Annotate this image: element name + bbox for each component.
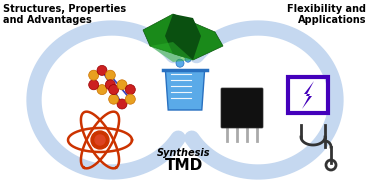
Circle shape [89, 80, 99, 90]
Circle shape [105, 70, 115, 80]
Text: Flexibility and: Flexibility and [287, 4, 366, 14]
Text: TMD: TMD [165, 158, 203, 173]
Circle shape [91, 131, 109, 149]
Circle shape [97, 65, 107, 75]
Circle shape [117, 99, 127, 109]
Circle shape [109, 94, 119, 104]
Circle shape [117, 80, 127, 90]
Polygon shape [165, 70, 204, 110]
Circle shape [89, 70, 99, 80]
Polygon shape [143, 14, 223, 60]
Circle shape [109, 85, 119, 95]
Ellipse shape [56, 48, 168, 152]
Text: Applications: Applications [297, 15, 366, 25]
Ellipse shape [202, 48, 314, 152]
Circle shape [125, 94, 135, 104]
Circle shape [105, 80, 115, 90]
Circle shape [180, 51, 186, 57]
Circle shape [97, 85, 107, 95]
Polygon shape [150, 42, 193, 62]
Text: Structures, Properties: Structures, Properties [3, 4, 126, 14]
Circle shape [125, 85, 135, 95]
Circle shape [185, 56, 191, 62]
FancyBboxPatch shape [221, 88, 263, 128]
Circle shape [95, 135, 105, 145]
Polygon shape [165, 14, 201, 60]
Polygon shape [302, 81, 314, 109]
Circle shape [176, 59, 184, 67]
Text: and Advantages: and Advantages [3, 15, 92, 25]
Text: Synthesis: Synthesis [157, 148, 211, 158]
